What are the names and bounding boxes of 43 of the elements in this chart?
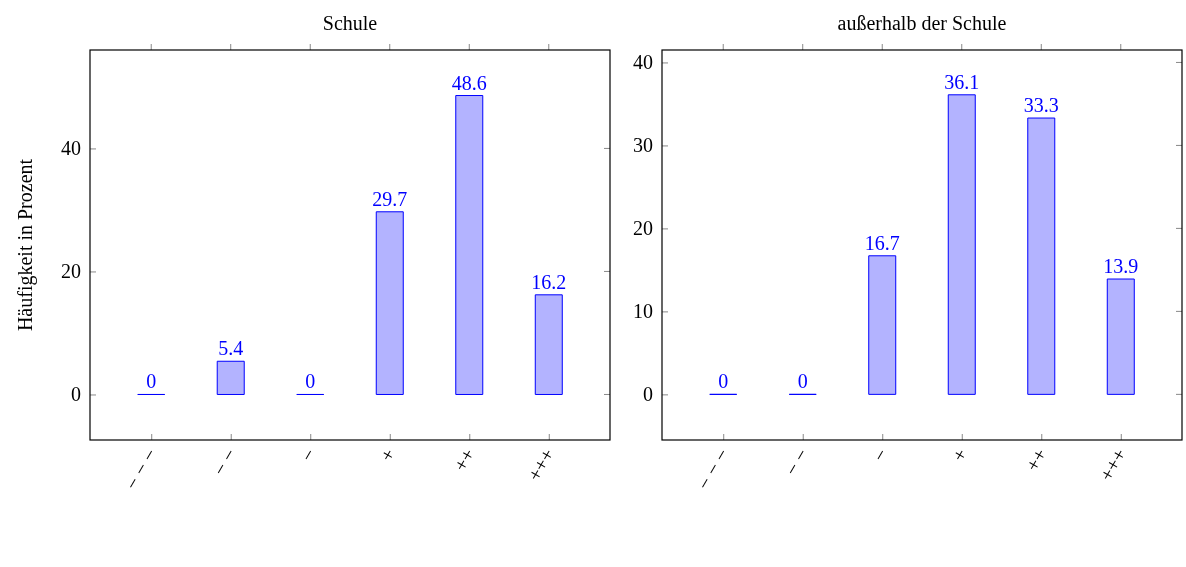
data-label: 36.1 xyxy=(944,70,980,93)
chart-title: Schule xyxy=(322,12,378,34)
y-axis-title: Häufigkeit in Prozent xyxy=(14,158,37,332)
x-tick-label: − xyxy=(295,444,321,466)
data-label: 29.7 xyxy=(372,187,408,210)
bar xyxy=(947,94,976,395)
x-tick-label: + xyxy=(375,444,400,466)
y-tick-label: 0 xyxy=(643,383,653,406)
x-tick-label: +++ xyxy=(1094,444,1131,485)
data-label: 0 xyxy=(718,370,729,393)
y-tick-label: 20 xyxy=(61,260,81,283)
x-tick-label: − − − xyxy=(692,444,734,494)
y-tick-label: 40 xyxy=(61,137,81,160)
x-tick-label: + xyxy=(947,444,972,466)
y-tick-label: 0 xyxy=(71,383,81,406)
bar xyxy=(1106,278,1135,395)
y-tick-label: 40 xyxy=(633,51,653,74)
data-label: 13.9 xyxy=(1103,255,1139,278)
bar xyxy=(375,211,404,395)
y-tick-label: 20 xyxy=(633,217,653,240)
data-label: 0 xyxy=(305,370,316,393)
data-label: 5.4 xyxy=(218,337,244,360)
bar xyxy=(455,95,484,395)
chart-title: außerhalb der Schule xyxy=(837,12,1007,34)
bar xyxy=(534,294,563,395)
data-label: 16.7 xyxy=(864,231,900,254)
y-tick-label: 10 xyxy=(633,300,653,323)
bar xyxy=(1027,117,1056,395)
x-tick-label: ++ xyxy=(448,444,480,476)
x-tick-label: ++ xyxy=(1020,444,1052,476)
bar xyxy=(868,255,897,395)
data-label: 33.3 xyxy=(1023,94,1059,117)
data-label: 0 xyxy=(146,370,157,393)
data-label: 0 xyxy=(797,370,808,393)
x-tick-label: +++ xyxy=(522,444,559,485)
x-tick-label: − xyxy=(867,444,893,466)
y-tick-label: 30 xyxy=(633,134,653,157)
x-tick-label: − − − xyxy=(120,444,162,494)
data-label: 48.6 xyxy=(451,71,487,94)
x-tick-label: − − xyxy=(779,444,813,480)
x-tick-label: − − xyxy=(207,444,241,480)
data-label: 16.2 xyxy=(531,270,567,293)
bar xyxy=(216,360,245,395)
